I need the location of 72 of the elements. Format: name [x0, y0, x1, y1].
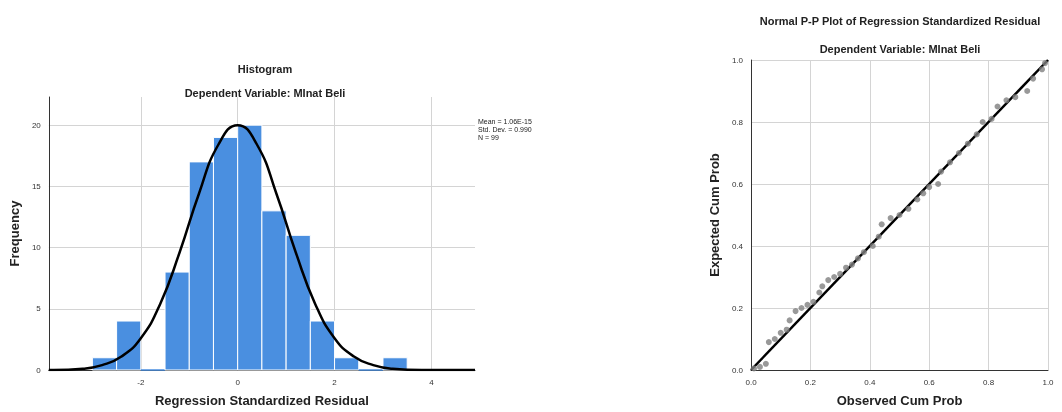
- y-tick-label: 1.0: [731, 55, 744, 65]
- point: [988, 115, 995, 122]
- y-tick-label: 0.4: [731, 241, 744, 251]
- point: [1024, 88, 1031, 94]
- point: [849, 261, 855, 268]
- chart-subtitle: Dependent Variable: MInat Beli: [184, 86, 346, 99]
- point: [1003, 97, 1010, 104]
- point: [869, 243, 876, 249]
- point: [786, 317, 793, 324]
- point: [777, 329, 784, 336]
- point: [831, 274, 838, 280]
- x-tick-label: 0.4: [864, 377, 876, 387]
- point: [804, 301, 811, 308]
- point: [964, 140, 971, 147]
- point: [896, 212, 903, 218]
- point: [920, 190, 927, 197]
- y-tick-label: 5: [36, 304, 42, 314]
- y-axis-title: Frequency: [7, 199, 22, 267]
- y-tick-label: 15: [31, 181, 42, 191]
- x-tick-label: 0.2: [804, 377, 817, 387]
- point: [854, 255, 861, 262]
- point: [875, 233, 882, 240]
- point: [878, 221, 885, 228]
- x-tick-label: 0.8: [983, 377, 995, 387]
- point: [837, 270, 844, 277]
- point: [1039, 66, 1046, 73]
- point: [1030, 75, 1037, 82]
- x-axis-title: Regression Standardized Residual: [154, 393, 369, 408]
- point: [792, 308, 799, 315]
- point: [1042, 60, 1049, 67]
- point: [935, 181, 942, 187]
- point: [765, 339, 772, 346]
- point: [1012, 94, 1019, 101]
- point: [947, 159, 953, 166]
- point: [938, 168, 945, 175]
- y-tick-label: 0.0: [731, 365, 744, 375]
- y-tick-label: 20: [31, 120, 42, 130]
- point: [771, 336, 778, 342]
- point: [798, 305, 805, 311]
- x-tick-label: 0.0: [745, 377, 758, 387]
- point: [860, 249, 867, 256]
- point: [843, 264, 850, 271]
- x-tick-label: 2: [332, 377, 338, 387]
- y-axis-title: Expected Cum Prob: [707, 153, 722, 277]
- point: [905, 205, 912, 212]
- point: [979, 119, 986, 125]
- chart-title: Histogram: [237, 62, 293, 75]
- y-tick-label: 0.8: [731, 117, 744, 127]
- point: [955, 150, 962, 156]
- point: [819, 283, 826, 290]
- point: [783, 326, 790, 333]
- point: [926, 184, 933, 191]
- point: [810, 298, 817, 305]
- point: [887, 215, 894, 222]
- y-tick-label: 0.2: [731, 303, 744, 313]
- x-tick-label: 4: [429, 377, 435, 387]
- point: [762, 360, 769, 367]
- chart-title: Normal P-P Plot of Regression Standardized Residual: [759, 14, 1041, 27]
- x-tick-label: 0: [235, 377, 241, 387]
- chart-subtitle: Dependent Variable: MInat Beli: [819, 42, 981, 55]
- x-tick-label: -2: [137, 377, 145, 387]
- point: [973, 131, 980, 138]
- point: [751, 365, 757, 372]
- point: [994, 103, 1001, 110]
- x-tick-label: 0.6: [923, 377, 936, 387]
- x-tick-label: 1.0: [1042, 377, 1055, 387]
- x-axis-title: Observed Cum Prob: [836, 393, 963, 408]
- y-tick-label: 0.6: [731, 179, 744, 189]
- y-tick-label: 10: [31, 243, 42, 253]
- y-tick-label: 0: [36, 365, 42, 375]
- point: [756, 363, 763, 370]
- point: [825, 277, 832, 284]
